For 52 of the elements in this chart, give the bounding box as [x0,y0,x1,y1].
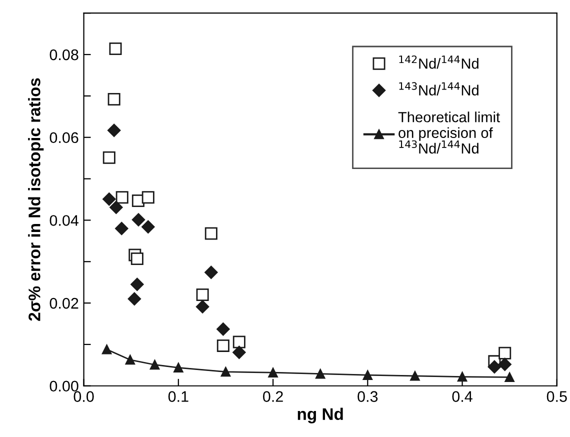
point [268,368,278,378]
point [204,266,218,279]
point [232,336,246,348]
point [108,93,120,106]
x-axis-title: ng Nd [298,408,343,424]
point [498,346,512,360]
point [216,322,230,336]
y-axis-title: 2σ% error in Nd isotopic ratios [28,78,44,321]
x-tick-label: 0.2 [263,391,283,402]
point [115,222,128,236]
point [109,42,122,55]
point [132,213,146,226]
point [216,339,230,352]
point [362,370,373,380]
point [150,360,160,370]
point [504,372,514,382]
point [457,372,468,382]
y-tick-label: 0.08 [50,49,78,60]
point [116,191,128,204]
y-tick-label: 0.06 [50,132,78,144]
y-tick-label: 0.00 [50,380,78,392]
point [142,220,155,234]
point [125,354,136,365]
point [102,151,116,164]
point [102,344,112,354]
point [204,227,218,240]
point [196,300,210,314]
point [498,358,512,371]
point [130,252,144,265]
point [128,292,141,306]
x-tick-label: 0.5 [546,391,567,402]
point [107,124,121,137]
point [110,200,123,214]
x-tick-label: 0.4 [452,391,472,402]
point [130,278,144,291]
x-tick-label: 0.3 [358,391,378,402]
legend-label: $^{142}$Nd/$^{144}$Nd [399,55,478,69]
x-tick-label: 0.0 [74,391,94,402]
legend-label: Theoretical limit on precision of $^{143}$Nd/$^{144}$Nd [398,112,500,154]
point [488,360,502,374]
point [220,366,231,377]
point [102,192,116,206]
y-tick-label: 0.02 [50,298,78,309]
point [410,371,420,381]
x-tick-label: 0.1 [168,391,188,402]
y-tick-label: 0.04 [50,215,78,226]
legend-label: $^{143}$Nd/$^{144}$Nd [399,82,478,96]
point [315,369,326,379]
point [174,362,184,373]
point [232,346,246,359]
point [196,288,209,301]
point [142,191,154,204]
